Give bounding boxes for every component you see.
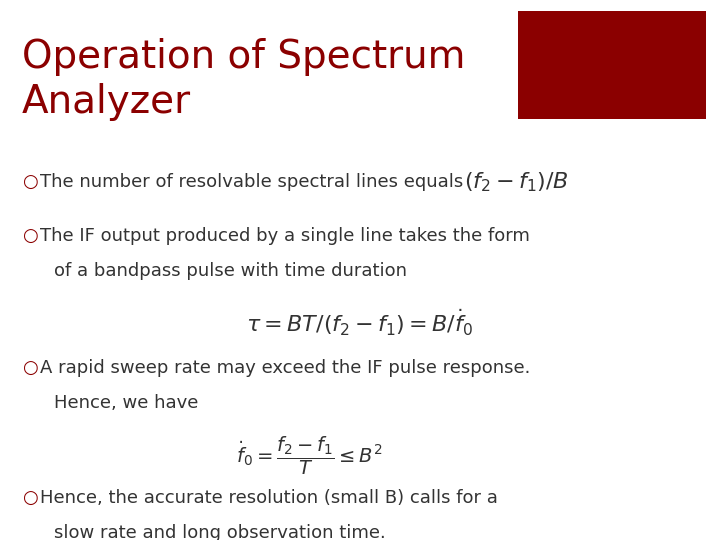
- Text: ○: ○: [22, 173, 37, 191]
- Text: The IF output produced by a single line takes the form: The IF output produced by a single line …: [40, 227, 529, 245]
- FancyBboxPatch shape: [518, 11, 706, 119]
- Text: Hence, we have: Hence, we have: [54, 394, 199, 412]
- Text: $\tau = BT/(f_2 - f_1) = B/\dot{f}_0$: $\tau = BT/(f_2 - f_1) = B/\dot{f}_0$: [246, 308, 474, 339]
- Text: ○: ○: [22, 489, 37, 507]
- Text: Operation of Spectrum
Analyzer: Operation of Spectrum Analyzer: [22, 38, 465, 122]
- Text: ○: ○: [22, 227, 37, 245]
- Text: ○: ○: [22, 359, 37, 377]
- Text: A rapid sweep rate may exceed the IF pulse response.: A rapid sweep rate may exceed the IF pul…: [40, 359, 530, 377]
- Text: Hence, the accurate resolution (small B) calls for a: Hence, the accurate resolution (small B)…: [40, 489, 498, 507]
- Text: of a bandpass pulse with time duration: of a bandpass pulse with time duration: [54, 262, 407, 280]
- Text: The number of resolvable spectral lines equals: The number of resolvable spectral lines …: [40, 173, 463, 191]
- Text: slow rate and long observation time.: slow rate and long observation time.: [54, 524, 386, 540]
- Text: $(f_2 - f_1)/B$: $(f_2 - f_1)/B$: [464, 171, 570, 194]
- Text: $\dot{f}_0 = \dfrac{f_2 - f_1}{T} \leq B^2$: $\dot{f}_0 = \dfrac{f_2 - f_1}{T} \leq B…: [236, 435, 383, 477]
